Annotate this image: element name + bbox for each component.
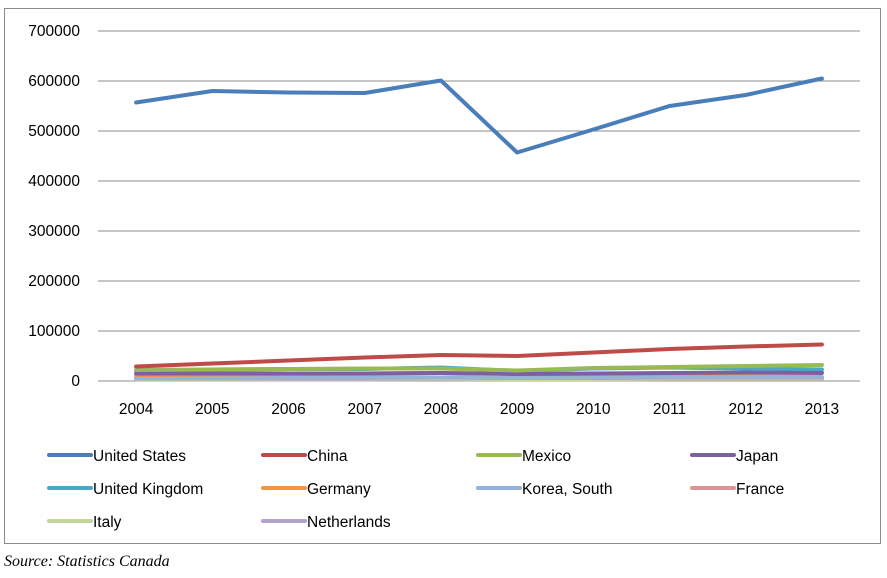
x-axis-ticks: 2004 2005 2006 2007 2008 2009 2010 2011 2012 2013 (119, 401, 839, 418)
legend: United States China Mexico Japan United King… (47, 448, 784, 531)
series-line-mexico (134, 363, 824, 373)
legend-label: Netherlands (307, 514, 391, 531)
y-tick-label: 500000 (28, 123, 80, 140)
legend-label: Germany (307, 481, 371, 498)
line-chart: 0 100000 200000 300000 400000 500000 600000 700… (28, 23, 860, 531)
legend-label: Mexico (522, 448, 571, 465)
source-note: Source: Statistics Canada (4, 553, 170, 570)
x-tick-label: 2011 (653, 401, 686, 418)
y-tick-label: 700000 (28, 23, 80, 40)
x-tick-label: 2010 (576, 401, 611, 418)
x-tick-label: 2012 (728, 401, 762, 418)
chart-frame: 0 100000 200000 300000 400000 500000 600000 700… (4, 8, 881, 544)
x-tick-label: 2009 (500, 401, 534, 418)
legend-label: France (736, 481, 784, 498)
y-tick-label: 300000 (28, 223, 80, 240)
x-tick-label: 2006 (271, 401, 305, 418)
legend-label: United Kingdom (93, 481, 203, 498)
y-tick-label: 0 (71, 373, 80, 390)
legend-label: Italy (93, 514, 122, 531)
y-tick-label: 200000 (28, 273, 80, 290)
legend-label: United States (93, 448, 186, 465)
legend-label: China (307, 448, 348, 465)
legend-label: Korea, South (522, 481, 612, 498)
series-line-china (134, 342, 824, 369)
series-lines (134, 76, 824, 382)
x-tick-label: 2005 (195, 401, 229, 418)
y-tick-label: 100000 (28, 323, 80, 340)
series-line-japan (134, 370, 824, 376)
x-tick-label: 2008 (424, 401, 458, 418)
gridlines (98, 30, 860, 382)
x-tick-label: 2007 (347, 401, 381, 418)
y-tick-label: 400000 (28, 173, 80, 190)
legend-label: Japan (736, 448, 778, 465)
y-axis-ticks: 0 100000 200000 300000 400000 500000 600000 700… (28, 23, 80, 390)
series-line-united-states (134, 76, 824, 155)
x-tick-label: 2013 (805, 401, 839, 418)
series-line-korea-south (134, 375, 824, 380)
y-tick-label: 600000 (28, 73, 80, 90)
x-tick-label: 2004 (119, 401, 154, 418)
